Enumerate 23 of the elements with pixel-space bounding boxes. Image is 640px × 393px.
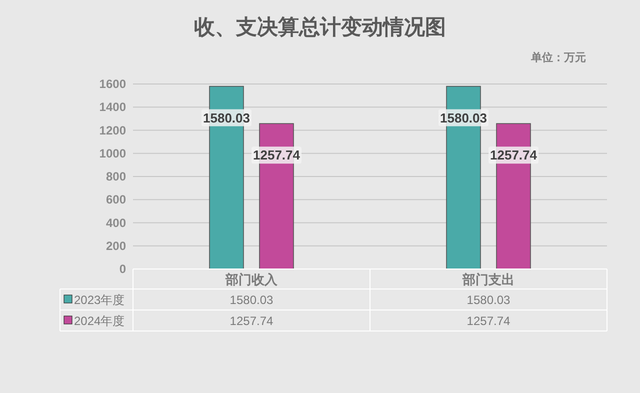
y-tick-label: 400 — [106, 216, 126, 230]
x-tick-label: 部门支出 — [462, 272, 514, 287]
data-label: 1257.74 — [253, 148, 301, 163]
y-tick-label: 1000 — [99, 146, 126, 160]
data-label: 1580.03 — [203, 110, 250, 126]
data-label: 1580.03 — [440, 110, 487, 126]
y-tick-label: 200 — [106, 238, 126, 253]
y-tick-label: 800 — [106, 170, 126, 184]
y-tick-label: 1400 — [99, 100, 126, 114]
y-tick-label: 1600 — [99, 77, 126, 91]
title: 收、支决算总计变动情况图 — [194, 16, 446, 39]
legend-label: 2024年度 — [74, 314, 125, 328]
text: 1580.03 — [230, 293, 274, 307]
data-label: 1257.74 — [490, 148, 538, 163]
x-tick-label: 部门收入 — [224, 272, 278, 287]
y-tick-label: 0 — [119, 262, 126, 276]
text: 1580.03 — [466, 293, 511, 307]
text: 1257.74 — [466, 314, 511, 328]
text: 单位：万元 — [530, 51, 586, 64]
text: 1257.74 — [230, 314, 274, 328]
y-tick-label: 600 — [106, 192, 126, 207]
legend-label: 2023年度 — [74, 293, 125, 307]
y-tick-label: 1200 — [99, 123, 126, 138]
